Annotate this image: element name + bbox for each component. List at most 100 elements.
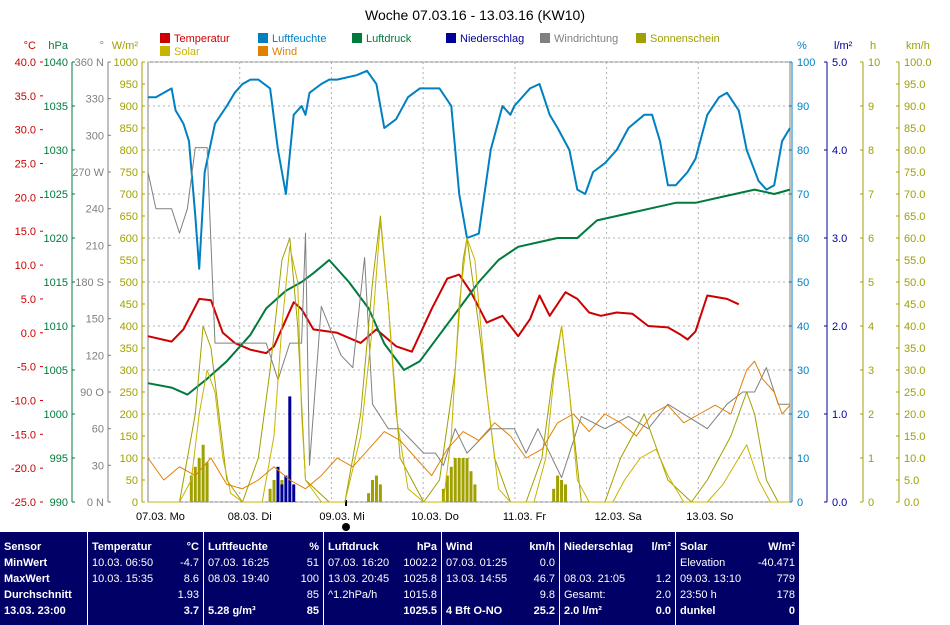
y-tick-label-left: 1000 — [114, 57, 138, 69]
sunshine-bar — [272, 480, 276, 502]
stats-footer-label: 2.0 l/m² — [564, 605, 602, 617]
stats-cell-value: 46.7 — [533, 573, 555, 585]
sunshine-bar — [556, 475, 560, 502]
y-tick-label-right: 10 — [868, 57, 880, 69]
stats-row: Luftdruck hPa — [328, 540, 437, 555]
stats-row: Wind km/h — [446, 540, 555, 555]
y-tick-label-right: 0 — [868, 497, 874, 509]
y-tick-label-left: 40.0 — [15, 57, 36, 69]
y-tick-label-right: 35.0 — [904, 343, 925, 355]
y-tick-label-right: 0 — [797, 497, 803, 509]
y-tick-label-right: 6 — [868, 233, 874, 245]
y-tick-label-right: 1.0 — [832, 409, 847, 421]
stats-cell-value: 178 — [776, 589, 795, 601]
stats-col-solar: Solar W/m² Elevation -40.471 09.03. 13:10 779… — [676, 532, 800, 625]
y-tick-label-right: 95.0 — [904, 79, 925, 91]
y-tick-label-right: 3.0 — [832, 233, 847, 245]
y-tick-label-right: 0.0 — [832, 497, 847, 509]
axis-unit-right: km/h — [906, 40, 930, 52]
weather-chart: Woche 07.03.16 - 13.03.16 (KW10) Tempera… — [11, 7, 932, 531]
legend-label: Sonnenschein — [650, 33, 720, 45]
stats-cell-label: 07.03. 01:25 — [446, 557, 508, 569]
stats-row: Elevation -40.471 — [680, 556, 795, 571]
y-tick-label-right: 5.0 — [904, 475, 919, 487]
stats-footer-value: 0 — [788, 605, 795, 617]
stats-cell-value: 1.93 — [177, 589, 199, 601]
time-marker — [342, 523, 350, 531]
sunshine-bar — [552, 488, 556, 502]
y-tick-label-left: 30.0 — [15, 125, 36, 137]
y-tick-label-right: 9 — [868, 101, 874, 113]
series-line-temp — [147, 273, 740, 355]
y-tick-label-right: 85.0 — [904, 123, 925, 135]
legend-label: Temperatur — [174, 33, 230, 45]
stats-cell-value: 85 — [306, 589, 319, 601]
axis-unit-left: ° — [100, 40, 104, 52]
y-tick-label-right: 10 — [797, 453, 809, 465]
y-tick-label-right: 80 — [797, 145, 809, 157]
y-tick-label-right: 90 — [797, 101, 809, 113]
y-tick-label-left: 450 — [120, 299, 138, 311]
stats-cell-value: 0.0 — [539, 557, 555, 569]
y-tick-label-left: 850 — [120, 123, 138, 135]
axis-unit-left: W/m² — [112, 40, 139, 52]
y-tick-label-left: -25.0 — [11, 497, 36, 509]
legend-swatch — [258, 33, 268, 43]
legend-swatch — [352, 33, 362, 43]
stats-cell-value: 779 — [776, 573, 795, 585]
stats-row: 85 — [208, 588, 319, 603]
axis-unit-right: l/m² — [834, 40, 853, 52]
y-tick-label-right: 4.0 — [832, 145, 847, 157]
stats-cell-label: 08.03. 19:40 — [208, 573, 270, 585]
y-tick-label-right: 10.0 — [904, 453, 925, 465]
stats-sensor-max: MaxWert — [4, 573, 50, 585]
stats-row: Temperatur °C — [92, 540, 199, 555]
legend-label: Luftdruck — [366, 33, 412, 45]
sunshine-bar — [560, 480, 564, 502]
y-tick-label-left: 1035 — [44, 101, 68, 113]
stats-row: 9.8 — [446, 588, 555, 603]
legend-label: Windrichtung — [554, 33, 618, 45]
y-tick-label-left: 120 — [86, 350, 104, 362]
y-tick-label-left: 900 — [120, 101, 138, 113]
y-tick-label-left: 350 — [120, 343, 138, 355]
y-tick-label-left: 90 O — [80, 387, 104, 399]
y-tick-label-right: 70.0 — [904, 189, 925, 201]
y-tick-label-right: 2 — [868, 409, 874, 421]
stats-row: 5.28 g/m³ 85 — [208, 604, 319, 619]
statistics-table: Sensor MinWert MaxWert Durchschnitt 13.0… — [0, 532, 800, 625]
y-tick-label-left: 300 — [120, 365, 138, 377]
y-tick-label-left: 360 N — [75, 57, 104, 69]
stats-row: 3.7 — [92, 604, 199, 619]
precipitation-bar — [276, 466, 280, 502]
legend-swatch — [446, 33, 456, 43]
sunshine-bar — [371, 480, 375, 502]
stats-cell-value: -4.7 — [180, 557, 199, 569]
stats-sensor-avg: Durchschnitt — [4, 589, 72, 601]
stats-row: 07.03. 16:20 1002.2 — [328, 556, 437, 571]
y-tick-label-left: 240 — [86, 204, 104, 216]
y-tick-label-right: 65.0 — [904, 211, 925, 223]
y-tick-label-left: 200 — [120, 409, 138, 421]
plot-area — [147, 69, 791, 503]
sunshine-bar — [374, 475, 378, 502]
y-tick-label-left: 1005 — [44, 365, 68, 377]
stats-row: Luftfeuchte% — [208, 540, 319, 555]
stats-row: dunkel 0 — [680, 604, 795, 619]
series-line-wind — [147, 360, 791, 490]
sunshine-bar — [441, 488, 445, 502]
stats-row: 07.03. 16:25 51 — [208, 556, 319, 571]
y-tick-label-right: 50 — [797, 277, 809, 289]
stats-footer-label: 5.28 g/m³ — [208, 605, 256, 617]
sunshine-bar — [205, 462, 209, 502]
stats-header: Luftdruck — [328, 541, 379, 553]
stats-cell-label: 09.03. 13:10 — [680, 573, 742, 585]
series-line-hum — [148, 69, 791, 270]
y-tick-label-right: 4 — [868, 321, 874, 333]
stats-unit: km/h — [529, 541, 555, 553]
y-tick-label-right: 50.0 — [904, 277, 925, 289]
stats-header: Temperatur — [92, 541, 152, 553]
stats-cell-value: 8.6 — [183, 573, 199, 585]
y-tick-label-left: -20.0 — [11, 463, 36, 475]
y-tick-label-right: 60 — [797, 233, 809, 245]
